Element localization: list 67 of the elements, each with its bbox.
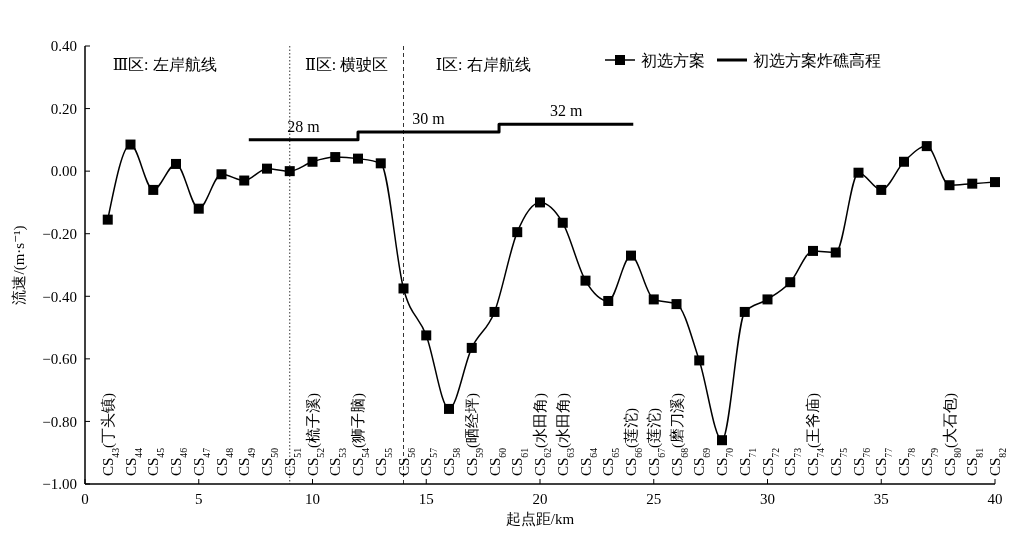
y-tick-label: 0.00	[50, 163, 77, 180]
point	[899, 156, 909, 167]
point	[102, 214, 113, 225]
x-tick-label: 40	[987, 491, 1003, 507]
point	[375, 158, 386, 169]
legend-label: 初选方案炸礁高程	[753, 51, 881, 69]
point	[808, 245, 818, 256]
point	[512, 227, 523, 238]
point	[785, 277, 796, 288]
point	[603, 295, 614, 306]
x-tick-label: 20	[532, 491, 548, 507]
point	[262, 163, 272, 174]
point	[944, 180, 955, 191]
x-tick-label: 15	[418, 491, 434, 507]
point	[398, 283, 409, 294]
annotation: Ⅰ区: 右岸航线	[435, 56, 531, 73]
point	[876, 184, 887, 195]
point	[557, 217, 568, 228]
y-tick-label: 0.40	[50, 38, 77, 55]
x-tick-label: 10	[305, 491, 320, 507]
point	[830, 247, 841, 258]
annotation: 28 m	[287, 117, 321, 135]
point	[921, 141, 932, 152]
point	[762, 294, 773, 305]
y-tick-label: 0.20	[50, 100, 77, 117]
point	[148, 184, 159, 195]
y-tick-label: −0.20	[42, 225, 77, 242]
point	[489, 306, 500, 317]
annotation: 30 m	[412, 110, 446, 128]
point	[307, 156, 318, 167]
point	[466, 342, 477, 353]
y-tick-label: −1.00	[42, 476, 77, 493]
annotation: Ⅲ区: 左岸航线	[112, 56, 217, 73]
point	[671, 299, 682, 310]
point	[853, 167, 864, 178]
point	[967, 178, 978, 189]
point	[444, 403, 454, 414]
y-tick-label: −0.80	[42, 413, 77, 430]
x-tick-label: 30	[760, 491, 775, 507]
x-tick-label: 35	[873, 491, 889, 507]
point	[353, 153, 363, 164]
y-tick-label: −0.40	[42, 288, 77, 305]
point	[717, 435, 727, 446]
point	[535, 197, 545, 208]
point	[171, 158, 181, 169]
point	[648, 294, 659, 305]
point	[990, 177, 1000, 188]
x-tick-label: 25	[646, 491, 662, 507]
point	[125, 139, 136, 150]
point	[694, 355, 705, 366]
y-axis-title: 流速/(m·s⁻¹)	[11, 225, 28, 305]
x-tick-label: 0	[81, 491, 89, 507]
legend-label: 初选方案	[641, 51, 705, 69]
x-axis-title: 起点距/km	[505, 511, 575, 527]
point	[330, 152, 341, 163]
x-tick-label: 5	[195, 491, 203, 507]
point	[239, 175, 250, 186]
point	[421, 330, 432, 341]
y-tick-label: −0.60	[42, 351, 77, 368]
point	[216, 169, 227, 180]
point	[284, 166, 295, 177]
point	[739, 306, 750, 317]
point	[580, 275, 591, 286]
point	[626, 250, 636, 261]
annotation: 32 m	[549, 102, 583, 120]
annotation: Ⅱ区: 横驶区	[304, 56, 389, 73]
point	[193, 203, 204, 214]
